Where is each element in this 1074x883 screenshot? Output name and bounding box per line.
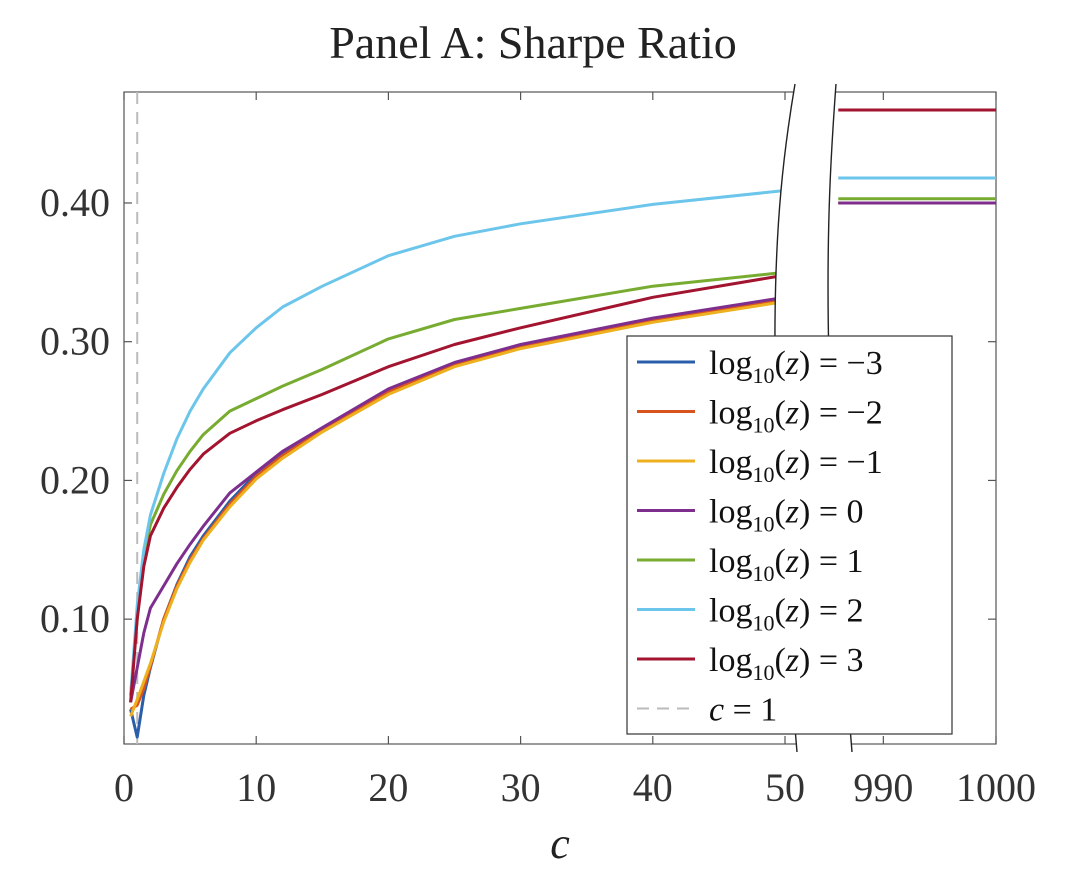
x-tick-label: 40	[633, 765, 673, 810]
series-line-2	[129, 300, 786, 717]
y-tick-label: 0.40	[40, 180, 110, 225]
legend-label-0: log10(z) = −3	[709, 345, 883, 388]
y-tick-label: 0.10	[40, 596, 110, 641]
legend-label-reference: c = 1	[709, 692, 777, 729]
series-line-5	[129, 189, 786, 696]
x-tick-label: 990	[853, 765, 913, 810]
x-tick-label: 50	[765, 765, 805, 810]
x-axis-label: c	[550, 819, 570, 868]
x-tick-label: 1000	[956, 765, 1036, 810]
legend-label-1: log10(z) = −2	[709, 395, 883, 438]
x-tick-label: 30	[501, 765, 541, 810]
x-tick-label: 10	[236, 765, 276, 810]
x-tick-label: 0	[114, 765, 134, 810]
legend-label-4: log10(z) = 1	[709, 543, 864, 586]
y-tick-label: 0.20	[40, 457, 110, 502]
axes-frame	[123, 91, 997, 745]
legend-label-6: log10(z) = 3	[709, 642, 864, 685]
legend-box	[626, 335, 953, 735]
y-tick-label: 0.30	[40, 319, 110, 364]
legend-label-3: log10(z) = 0	[709, 494, 864, 537]
legend: log10(z) = −3 log10(z) = −2 log10(z) = −1 l…	[626, 335, 953, 735]
legend-label-2: log10(z) = −1	[709, 444, 883, 487]
series-line-4	[129, 270, 786, 696]
chart-title: Panel A: Sharpe Ratio	[329, 17, 737, 68]
legend-label-5: log10(z) = 2	[709, 593, 864, 636]
x-tick-label: 20	[368, 765, 408, 810]
series-line-3	[129, 295, 786, 703]
series-line-6	[129, 273, 786, 703]
